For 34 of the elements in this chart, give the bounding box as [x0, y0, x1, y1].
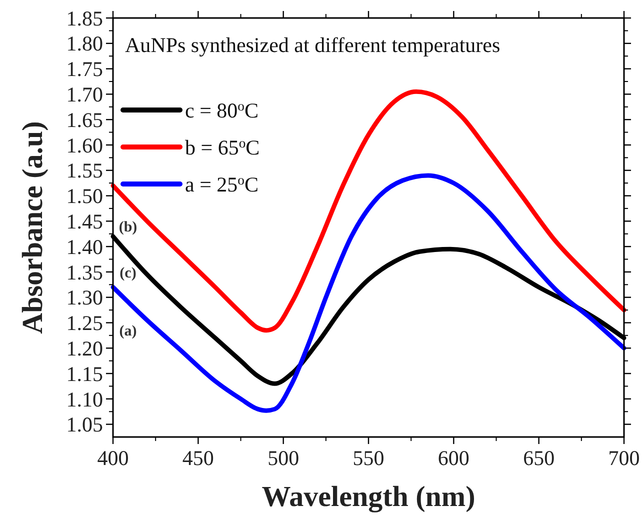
x-tick-label: 400	[97, 446, 129, 470]
x-tick-label: 650	[523, 446, 555, 470]
legend-label: b = 65$^{o}$C	[185, 134, 260, 160]
y-tick-label: 1.70	[66, 82, 103, 107]
annotation: (a)	[119, 323, 137, 340]
y-tick-label: 1.15	[66, 362, 103, 386]
y-tick-label: 1.75	[66, 57, 103, 82]
y-tick-label: 1.65	[66, 108, 103, 132]
x-tick-label: 600	[438, 446, 470, 470]
y-tick-label: 1.35	[66, 260, 103, 284]
annotation: (c)	[120, 265, 136, 282]
y-tick-label: 1.40	[66, 234, 103, 259]
y-tick-label: 1.25	[66, 311, 103, 336]
y-tick-label: 1.50	[66, 184, 103, 208]
x-tick-label: 450	[182, 446, 214, 470]
text: AuNPs synthesized at different temperatures	[125, 33, 500, 57]
y-tick-label: 1.55	[66, 158, 103, 183]
x-axis-title: Wavelength (nm)	[262, 481, 476, 513]
legend-label: c = 80$^{o}$C	[185, 98, 259, 122]
y-tick-label: 1.85	[66, 6, 103, 30]
annotation: (b)	[118, 219, 138, 236]
x-tick-label: 500	[268, 446, 300, 470]
y-tick-label: 1.05	[66, 412, 103, 437]
y-tick-label: 1.30	[66, 286, 103, 310]
y-tick-label: 1.10	[66, 387, 103, 412]
y-tick-label: 1.20	[66, 336, 103, 360]
y-tick-label: 1.60	[66, 133, 103, 158]
x-tick-label: 550	[352, 446, 384, 470]
y-tick-label: 1.45	[66, 210, 103, 234]
legend-label: a = 25$^{o}$C	[185, 172, 259, 196]
y-tick-label: 1.80	[66, 32, 103, 56]
x-tick-label: 700	[608, 446, 640, 470]
line-series	[110, 173, 626, 413]
y-axis-title: Absorbance (a.u)	[17, 121, 49, 334]
